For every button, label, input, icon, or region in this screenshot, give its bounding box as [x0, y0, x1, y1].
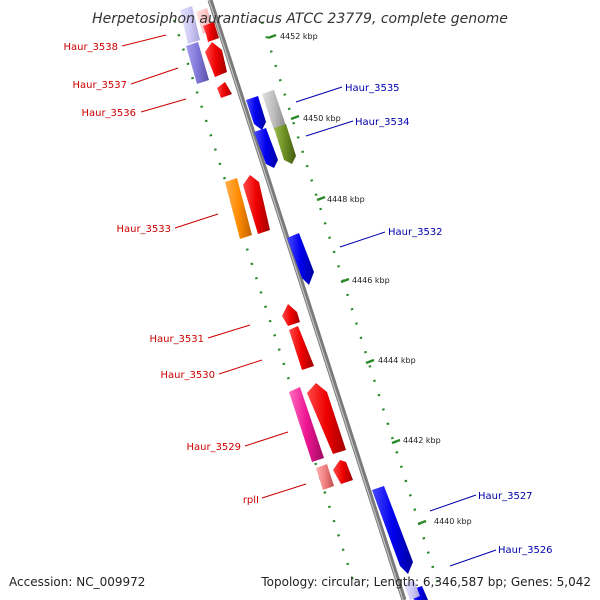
gene-arrow-haur-3533[interactable] — [243, 175, 270, 234]
gene-arrow-haur-3535-gray[interactable] — [262, 90, 286, 130]
tick-mark-4444 — [365, 358, 375, 365]
tick-mark-4452 — [267, 33, 277, 40]
leader-haur-3537 — [130, 67, 179, 85]
gene-label-haur-3526[interactable]: Haur_3526 — [498, 545, 553, 556]
tick-mark-4440 — [417, 519, 427, 526]
gene-arrow-haur-3535[interactable] — [246, 96, 266, 130]
gene-label-haur-3527[interactable]: Haur_3527 — [478, 491, 533, 502]
gene-arrow-rpli[interactable] — [316, 464, 334, 490]
gene-label-haur-3532[interactable]: Haur_3532 — [388, 227, 443, 238]
leader-haur-3526 — [449, 549, 497, 567]
tick-label-4446: 4446 kbp — [352, 276, 390, 285]
leader-haur-3531 — [207, 324, 251, 339]
leader-haur-3529 — [244, 431, 289, 447]
left-gene-labels: Haur_3538 Haur_3537 Haur_3536 Haur_3533 … — [63, 42, 259, 506]
accession-text: Accession: NC_009972 — [9, 575, 145, 589]
map-title: Herpetosiphon aurantiacus ATCC 23779, co… — [92, 11, 508, 27]
tick-label-4442: 4442 kbp — [403, 436, 441, 445]
kbp-labels: 4452 kbp 4450 kbp 4448 kbp 4446 kbp 4444… — [280, 32, 472, 526]
leader-haur-3530 — [218, 359, 263, 375]
left-leader-lines — [121, 34, 307, 499]
genome-backbone-highlight — [208, 0, 404, 600]
gene-label-haur-3537[interactable]: Haur_3537 — [72, 80, 127, 91]
gene-arrow-haur-3531[interactable] — [282, 304, 300, 326]
gene-arrow-light-lavender[interactable] — [180, 6, 200, 44]
gene-arrow-haur-3532[interactable] — [287, 233, 314, 285]
leader-haur-3536 — [140, 98, 187, 113]
gene-label-haur-3535[interactable]: Haur_3535 — [345, 83, 400, 94]
gene-arrow-haur-3533-orange[interactable] — [225, 178, 252, 239]
right-leader-lines — [295, 86, 497, 567]
tick-label-4444: 4444 kbp — [378, 356, 416, 365]
gene-label-haur-3538[interactable]: Haur_3538 — [63, 42, 118, 53]
gene-arrow-haur-3538[interactable] — [186, 42, 209, 84]
gene-label-haur-3530[interactable]: Haur_3530 — [160, 370, 215, 381]
tick-mark-4442 — [391, 438, 401, 445]
leader-haur-3535 — [295, 86, 343, 103]
tick-marks — [267, 33, 427, 526]
gene-arrow-rpli-small[interactable] — [333, 460, 353, 484]
tick-mark-4448 — [316, 195, 326, 202]
tick-label-4452: 4452 kbp — [280, 32, 318, 41]
gene-arrow-haur-3537-top[interactable] — [203, 22, 219, 42]
right-gene-labels: Haur_3535 Haur_3534 Haur_3532 Haur_3527 … — [345, 83, 553, 556]
gene-arrow-haur-3537[interactable] — [205, 42, 227, 77]
gene-label-haur-3531[interactable]: Haur_3531 — [149, 334, 204, 345]
leader-haur-3538 — [121, 34, 167, 47]
leader-haur-3533 — [174, 213, 219, 229]
gene-arrow-haur-3536[interactable] — [217, 82, 232, 98]
tick-label-4440: 4440 kbp — [434, 517, 472, 526]
gene-label-haur-3534[interactable]: Haur_3534 — [355, 117, 410, 128]
gene-label-haur-3533[interactable]: Haur_3533 — [116, 224, 171, 235]
leader-rpli — [261, 483, 307, 499]
gene-label-rpli[interactable]: rplI — [243, 495, 259, 506]
gene-arrow-haur-3534-blue[interactable] — [254, 128, 278, 168]
left-dotted-track — [172, 19, 358, 591]
tick-mark-4446 — [340, 277, 350, 284]
gene-label-haur-3529[interactable]: Haur_3529 — [186, 442, 241, 453]
leader-haur-3534 — [305, 120, 354, 137]
gene-arrow-haur-3526-light[interactable] — [404, 580, 420, 600]
topology-text: Topology: circular; Length: 6,346,587 bp… — [260, 575, 591, 589]
leader-haur-3532 — [339, 231, 386, 248]
gene-arrow-haur-3529[interactable] — [307, 383, 346, 454]
right-dotted-track — [260, 21, 442, 591]
gene-arrow-haur-3534[interactable] — [274, 124, 296, 164]
tick-mark-4450 — [290, 114, 300, 121]
gene-arrow-haur-3527[interactable] — [372, 486, 413, 574]
tick-label-4448: 4448 kbp — [327, 195, 365, 204]
leader-haur-3527 — [429, 494, 477, 512]
genome-backbone — [207, 0, 407, 600]
gene-arrow-haur-3529-pink[interactable] — [289, 387, 324, 462]
tick-label-4450: 4450 kbp — [303, 114, 341, 123]
gene-label-haur-3536[interactable]: Haur_3536 — [81, 108, 136, 119]
gene-arrow-haur-3530[interactable] — [289, 326, 314, 370]
